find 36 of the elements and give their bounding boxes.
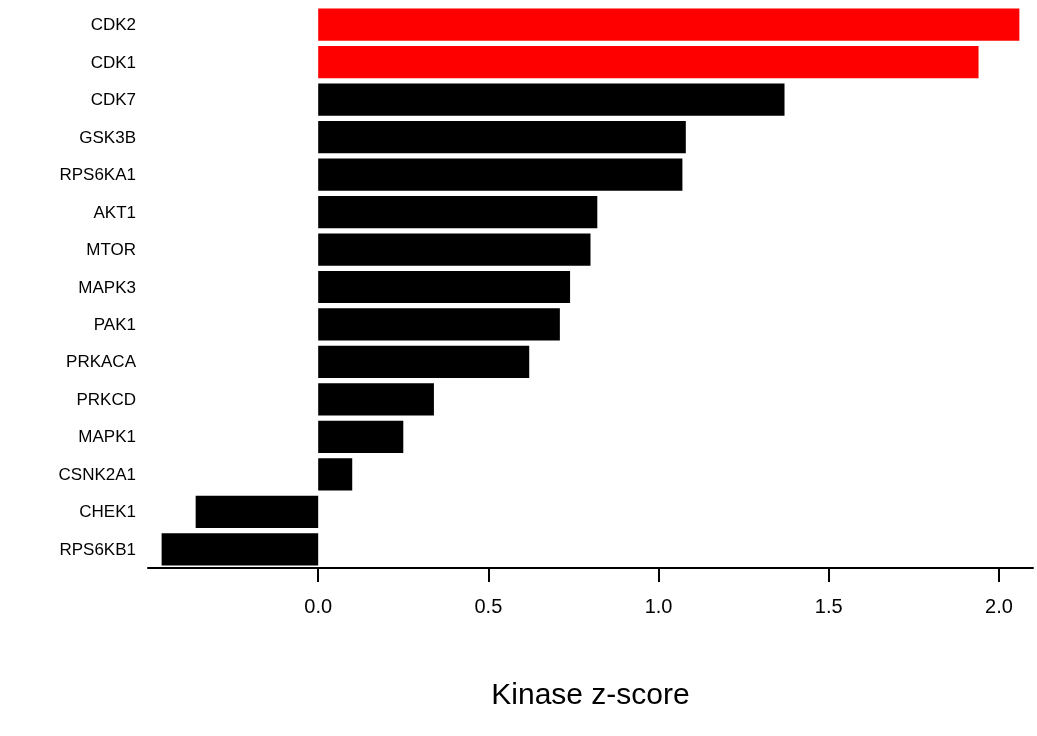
bar xyxy=(318,121,686,154)
x-tick-label: 0.5 xyxy=(474,595,503,617)
y-tick-label: CDK2 xyxy=(90,15,136,35)
bar xyxy=(161,533,319,566)
y-tick-label: AKT1 xyxy=(93,202,136,222)
bar xyxy=(318,270,571,304)
x-tick-label: 1.0 xyxy=(644,595,673,617)
y-tick-label: PRKACA xyxy=(66,352,137,372)
bar xyxy=(318,83,785,116)
y-tick-label: PAK1 xyxy=(93,314,136,334)
y-tick-label: CSNK2A1 xyxy=(58,464,136,484)
y-tick-label: PRKCD xyxy=(76,389,136,409)
y-tick-label: MAPK3 xyxy=(78,277,136,297)
bar xyxy=(318,46,979,79)
y-tick-label: RPS6KB1 xyxy=(59,539,136,559)
x-tick-label: 2.0 xyxy=(985,595,1013,617)
y-tick-label: MTOR xyxy=(86,240,136,260)
bar xyxy=(318,458,353,491)
bar xyxy=(318,345,530,379)
bar xyxy=(318,8,1020,41)
y-tick-label: GSK3B xyxy=(79,127,136,147)
x-axis-title: Kinase z-score xyxy=(491,676,690,710)
y-tick-label: CDK1 xyxy=(90,52,136,72)
bar xyxy=(195,495,319,528)
x-tick-label: 1.5 xyxy=(814,595,843,617)
bar xyxy=(318,420,404,453)
bar xyxy=(318,233,591,266)
y-tick-label: MAPK1 xyxy=(78,427,136,447)
bar xyxy=(318,195,598,229)
bar xyxy=(318,383,434,416)
x-tick-label: 0.0 xyxy=(304,595,333,617)
y-tick-label: CDK7 xyxy=(90,90,136,110)
y-tick-label: RPS6KA1 xyxy=(59,165,136,185)
bar xyxy=(318,308,560,341)
y-tick-label: CHEK1 xyxy=(79,502,136,522)
bar xyxy=(318,158,683,191)
